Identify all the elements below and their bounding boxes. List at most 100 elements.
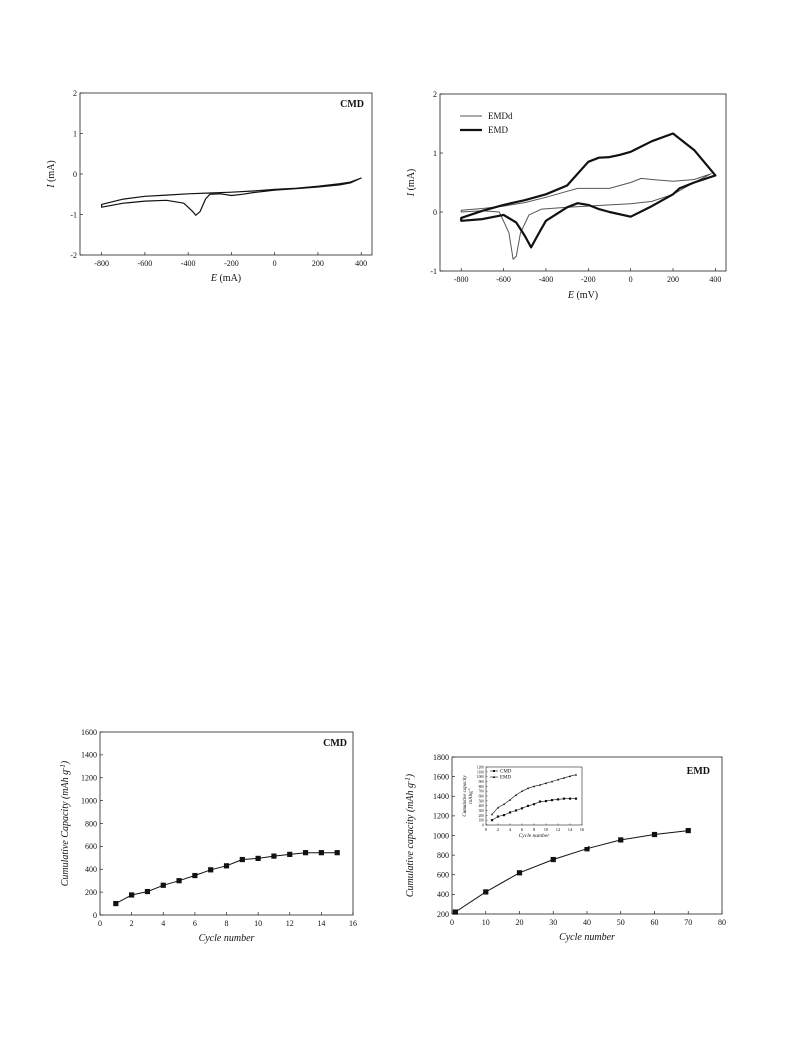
capacity-point [208, 867, 214, 873]
y-tick-label: -2 [70, 251, 77, 260]
inset-point-cmd [496, 815, 500, 818]
capacity-point [192, 872, 198, 879]
x-tick-label: 400 [355, 259, 367, 268]
y-tick-label: 600 [437, 871, 449, 880]
capacity-point [584, 846, 590, 852]
x-tick-label: 30 [549, 918, 557, 927]
inset-y-tick-label: 0 [482, 824, 484, 828]
x-tick-label: 0 [273, 259, 277, 268]
plot-frame [439, 93, 727, 272]
y-tick-label: 200 [85, 888, 97, 897]
inset-point-emd [520, 790, 524, 793]
capacity-point [651, 831, 658, 838]
capacity-point [223, 863, 230, 869]
y-tick-label: 1200 [433, 812, 449, 821]
x-tick-label: -200 [581, 275, 596, 284]
x-tick-label: 0 [629, 275, 633, 284]
inset-point-cmd [502, 813, 506, 817]
inset-point-cmd [574, 797, 578, 800]
x-tick-label: 0 [450, 918, 454, 927]
capacity-point [685, 827, 691, 834]
inset-point-emd [544, 782, 548, 785]
inset-y-tick-label: 600 [479, 795, 485, 799]
inset-y-tick-label: 400 [479, 804, 485, 808]
inset-y-axis-label: Cumulative capacity [463, 775, 468, 817]
plot-frame [79, 92, 373, 256]
inset-point-emd [574, 773, 578, 776]
y-tick-label: 1400 [81, 751, 97, 760]
inset-y-tick-label: 1200 [477, 766, 484, 770]
capacity-point [255, 855, 261, 861]
inset-x-tick-label: 16 [580, 827, 585, 832]
y-tick-label: 400 [437, 890, 449, 899]
inset-point-emd [526, 787, 530, 790]
inset-point-emd [538, 783, 542, 786]
capacity-point [176, 878, 182, 884]
x-tick-label: -400 [539, 275, 554, 284]
inset-y-tick-label: 1000 [477, 775, 484, 779]
chart-tag: CMD [323, 738, 347, 749]
capacity-point [239, 856, 245, 863]
inset-legend-label: EMD [500, 776, 512, 781]
y-axis-label: I (mA) [406, 169, 417, 198]
inset-point-cmd [532, 803, 536, 806]
inset-point-cmd [490, 819, 494, 822]
inset-y-tick-label: 300 [479, 809, 485, 813]
y-tick-label: 1600 [433, 772, 449, 781]
capacity-point [452, 909, 458, 915]
inset-point-cmd [520, 807, 524, 810]
capacity-point [160, 882, 166, 888]
y-tick-label: 600 [85, 842, 97, 851]
y-tick-label: -1 [70, 210, 77, 219]
inset-point-cmd [508, 811, 512, 814]
capacity-point [334, 850, 340, 856]
y-tick-label: 1000 [433, 831, 449, 840]
cv-cmd-curve [101, 177, 362, 216]
capacity-point [550, 856, 556, 863]
cap-emd-plot: 0 10 20 30 40 50 60 70 8020040060080010001200140… [404, 753, 726, 943]
y-tick-label: 400 [85, 865, 97, 874]
capacity-point [618, 837, 624, 843]
inset-point-emd [508, 798, 512, 801]
inset-x-tick-label: 6 [521, 827, 524, 832]
y-tick-label: 0 [73, 170, 77, 179]
inset-point-cmd [544, 799, 548, 803]
y-tick-label: 800 [437, 851, 449, 860]
y-tick-label: 1 [433, 149, 437, 158]
inset-point-cmd [538, 800, 542, 803]
inset-point-emd [514, 793, 518, 796]
x-tick-label: -600 [138, 259, 153, 268]
x-axis-label: E (mV) [567, 290, 598, 301]
inset-y-tick-label: 1100 [477, 770, 484, 774]
plot-frame [99, 731, 354, 916]
cv-emd-plot: -800 -600 -400 -200 0 200 400 -1 0 1 2 EMDd EMD E (mV… [406, 90, 727, 301]
inset-x-tick-label: 4 [509, 827, 512, 832]
y-axis-label: Cumulative Capacity (mAh g-1) [59, 760, 71, 886]
x-tick-label: 20 [516, 918, 524, 927]
y-tick-label: -1 [430, 267, 437, 276]
capacity-point [144, 888, 151, 895]
inset-y-tick-label: 900 [479, 780, 485, 784]
x-tick-label: -200 [224, 259, 239, 268]
y-tick-label: 1400 [433, 792, 449, 801]
inset-point-cmd [556, 798, 560, 801]
x-tick-label: 200 [312, 259, 324, 268]
y-tick-label: 1200 [81, 774, 97, 783]
capacity-point [287, 851, 293, 857]
x-tick-label: 12 [286, 919, 294, 928]
inset-x-axis-label: Cycle number [519, 833, 551, 839]
y-tick-label: 0 [433, 208, 437, 217]
x-tick-label: -800 [454, 275, 469, 284]
capacity-point [516, 870, 523, 876]
inset-y-axis-unit: mAhg-1 [467, 788, 474, 804]
inset-x-tick-label: 0 [485, 827, 488, 832]
y-axis-label: Cumulative capacity (mAh g-1) [404, 773, 416, 897]
inset-x-tick-label: 14 [568, 827, 573, 832]
x-tick-label: 14 [317, 919, 325, 928]
inset-point-emd [556, 778, 560, 781]
inset-point-cmd [526, 804, 530, 808]
inset-y-tick-label: 500 [479, 799, 485, 803]
inset-x-tick-label: 2 [497, 827, 499, 832]
cv-curve-emd [460, 132, 717, 249]
x-tick-label: 50 [617, 918, 625, 927]
